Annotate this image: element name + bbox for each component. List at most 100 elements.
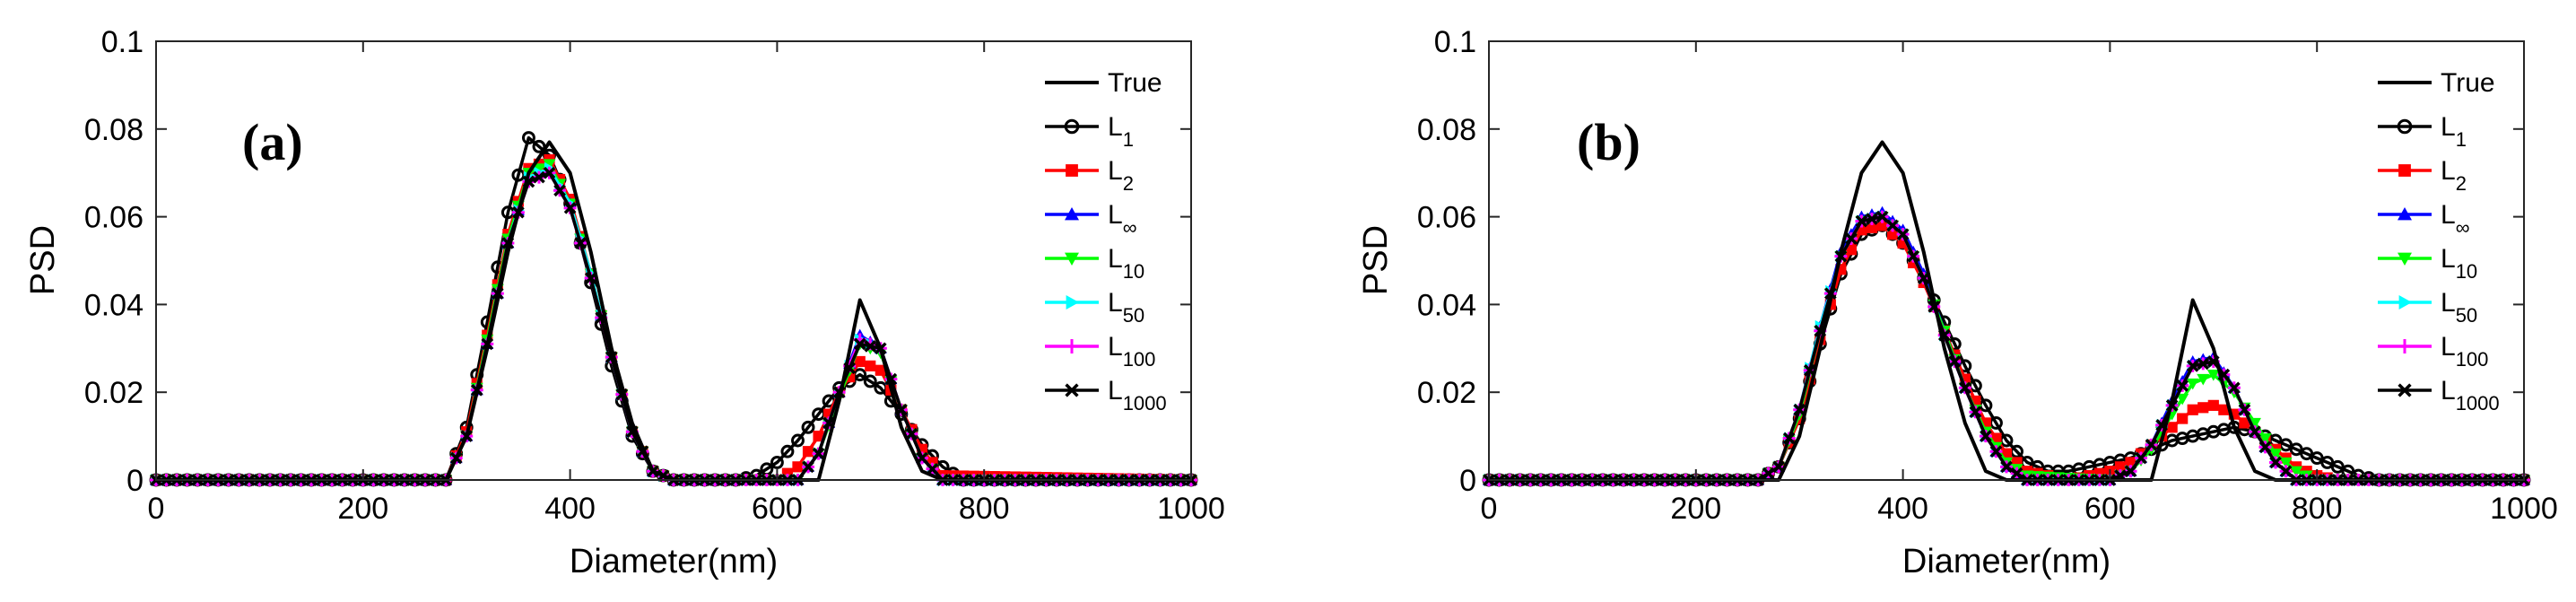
data-point-L1000 xyxy=(864,340,877,353)
legend-marker-L2 xyxy=(2398,164,2411,177)
y-tick-label: 0.04 xyxy=(84,288,144,322)
data-point-L1000 xyxy=(2186,360,2199,372)
data-point-L10 xyxy=(2197,373,2210,386)
x-tick-label: 800 xyxy=(959,492,1010,526)
panel-a: 0 200 400 600 800 1000 0 0.02 0.04 0.06 0.08 0.1 (a… xyxy=(24,25,1225,580)
data-point-L1000 xyxy=(533,170,545,184)
y-tick-label: 0 xyxy=(1459,464,1476,498)
y-axis-title-b: PSD xyxy=(1357,225,1395,295)
y-tick-label: 0.08 xyxy=(84,113,144,147)
series-line-True xyxy=(1489,140,2524,482)
data-point-L1000 xyxy=(2238,403,2251,416)
data-point-L1000 xyxy=(2197,357,2210,371)
axes-b: 0 200 400 600 800 1000 0 0.02 0.04 0.06 0.08 0.1 xyxy=(1417,25,2558,526)
x-tick-label: 600 xyxy=(2084,492,2136,526)
data-point-L1000 xyxy=(563,201,577,214)
y-tick-label: 0.02 xyxy=(84,376,144,410)
legend-marker-L1 xyxy=(2397,118,2413,135)
axes-box xyxy=(1488,40,2525,481)
legend-marker-L∞ xyxy=(2398,207,2412,221)
plot-area-a xyxy=(156,41,1191,480)
data-point-L1000 xyxy=(1896,228,1910,240)
data-point-L1 xyxy=(791,433,805,448)
data-point-L2 xyxy=(792,461,804,473)
data-point-L1 xyxy=(780,444,795,458)
data-point-L2 xyxy=(2187,404,2198,415)
panel-label-a: (a) xyxy=(242,113,303,171)
data-point-L2 xyxy=(802,446,814,458)
data-point-L10 xyxy=(2206,370,2220,381)
data-point-L1000 xyxy=(2228,381,2241,395)
data-point-L1000 xyxy=(2145,439,2158,451)
data-point-L1000 xyxy=(1907,249,1919,263)
data-point-L1000 xyxy=(1782,432,1796,445)
y-tick-label: 0.06 xyxy=(84,201,144,235)
data-point-L1000 xyxy=(2124,465,2137,478)
data-point-L10 xyxy=(543,159,556,170)
data-point-L1000 xyxy=(2269,456,2282,469)
data-point-L1 xyxy=(1968,379,1982,393)
data-point-L2 xyxy=(2207,399,2219,411)
y-tick-label: 0.1 xyxy=(1434,25,1476,59)
legend-entry-L10: L10 xyxy=(1045,244,1144,283)
data-point-L10 xyxy=(532,163,545,175)
data-point-L1000 xyxy=(1855,214,1868,228)
x-axis-title-a: Diameter(nm) xyxy=(570,543,778,580)
data-point-L1000 xyxy=(1980,430,1992,442)
data-point-L1000 xyxy=(543,166,556,179)
data-point-L1000 xyxy=(1845,232,1858,245)
series-line-L1 xyxy=(1489,223,2524,482)
legend-marker-L1 xyxy=(1064,118,1080,135)
legend-label: True xyxy=(1108,68,1162,98)
data-point-L1000 xyxy=(2010,467,2023,480)
data-point-L10 xyxy=(2186,378,2199,390)
data-point-L10 xyxy=(2279,457,2293,469)
y-tick-label: 0 xyxy=(126,464,144,498)
data-point-L2 xyxy=(865,360,876,371)
data-point-L1000 xyxy=(905,427,918,441)
data-point-L1000 xyxy=(574,237,587,249)
legend-label: True xyxy=(2441,68,2495,98)
data-point-L1000 xyxy=(2249,425,2261,439)
data-point-L2 xyxy=(2177,413,2189,424)
data-point-L1 xyxy=(801,420,815,434)
x-tick-label: 600 xyxy=(752,492,803,526)
data-point-L1000 xyxy=(1989,445,2003,458)
series-True xyxy=(156,140,1191,482)
legend-entry-True: True xyxy=(2378,68,2495,98)
legend-marker-L10 xyxy=(2398,252,2412,266)
data-point-L1000 xyxy=(1866,213,1878,225)
axes-a: 0 200 400 600 800 1000 0 0.02 0.04 0.06 0.08 0.1 xyxy=(84,25,1225,526)
axes-box xyxy=(155,40,1192,481)
legend-marker-L1000 xyxy=(1065,383,1079,397)
legend-label: L1000 xyxy=(2441,376,2500,414)
legend-marker-L100 xyxy=(1065,339,1079,353)
x-axis-title-b: Diameter(nm) xyxy=(1902,543,2110,580)
data-point-L10 xyxy=(2248,417,2261,430)
data-point-L1000 xyxy=(1875,210,1889,223)
plot-area-b xyxy=(1489,41,2524,480)
x-tick-label: 1000 xyxy=(2490,492,2558,526)
data-point-L10 xyxy=(2269,449,2283,460)
legend-marker-L2 xyxy=(1066,164,1078,177)
data-point-L1000 xyxy=(1959,381,1971,395)
y-axis-title-a: PSD xyxy=(24,225,62,295)
data-point-L1 xyxy=(770,455,784,469)
panel-b: 0 200 400 600 800 1000 0 0.02 0.04 0.06 0.08 0.1 (b… xyxy=(1357,25,2558,580)
data-point-L1000 xyxy=(1948,355,1962,368)
legend-entry-True: True xyxy=(1045,68,1162,98)
y-tick-label: 0.1 xyxy=(101,25,144,59)
data-point-L10 xyxy=(2290,466,2303,478)
x-tick-label: 800 xyxy=(2292,492,2343,526)
x-tick-label: 0 xyxy=(1481,492,1498,526)
x-tick-label: 1000 xyxy=(1157,492,1225,526)
x-tick-label: 400 xyxy=(544,492,596,526)
data-point-L1000 xyxy=(2279,465,2293,478)
x-tick-label: 0 xyxy=(148,492,165,526)
data-point-L2 xyxy=(854,355,866,368)
y-tick-label: 0.06 xyxy=(1417,201,1476,235)
y-tick-label: 0.04 xyxy=(1417,288,1476,322)
y-tick-label: 0.02 xyxy=(1417,376,1476,410)
data-point-L1 xyxy=(863,374,877,388)
